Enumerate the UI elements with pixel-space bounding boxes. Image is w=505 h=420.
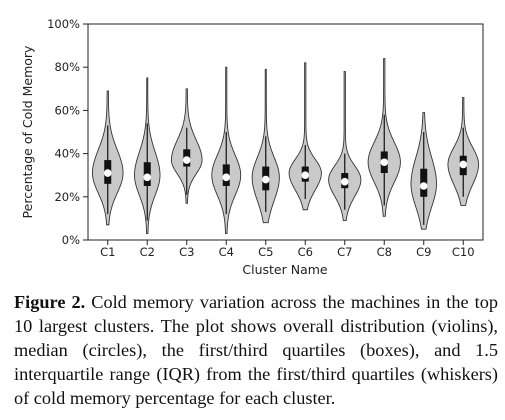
- median-marker: [182, 156, 191, 164]
- median-marker: [103, 169, 112, 177]
- figure-caption: Figure 2. Cold memory variation across t…: [14, 290, 498, 410]
- y-tick-label: 0%: [62, 233, 80, 247]
- plot-area: [87, 23, 484, 241]
- median-marker: [261, 175, 270, 184]
- y-tick-label: 40%: [54, 147, 80, 161]
- violin-chart: 0% 20% 40% 60% 80% 100% C1 C2 C3 C4 C5 C6 C7 C8 C9 C10…: [20, 17, 484, 277]
- y-tick-label: 20%: [54, 190, 80, 204]
- caption-text: Cold memory variation across the machine…: [14, 292, 498, 408]
- violin-c10: [447, 96, 479, 206]
- median-marker: [143, 173, 152, 182]
- violin-c1: [91, 90, 124, 226]
- x-tick-label: C1: [100, 245, 115, 259]
- x-tick-label: C3: [179, 245, 194, 259]
- x-tick-label: C9: [416, 245, 431, 259]
- violin-c3: [170, 88, 203, 204]
- x-axis: C1 C2 C3 C4 C5 C6 C7 C8 C9 C10: [100, 240, 475, 259]
- median-marker: [380, 158, 389, 167]
- y-tick-label: 80%: [54, 60, 80, 74]
- median-marker: [419, 182, 428, 190]
- plot-frame: [87, 23, 484, 241]
- violin-c2: [134, 77, 161, 234]
- violin-series: [91, 58, 479, 234]
- median-marker: [222, 173, 231, 182]
- median-marker: [301, 171, 310, 179]
- x-tick-label: C5: [258, 245, 273, 259]
- x-tick-label: C7: [337, 245, 352, 259]
- violin-body: [328, 71, 362, 222]
- violin-c4: [211, 66, 242, 234]
- median-marker: [340, 177, 349, 186]
- violin-c7: [328, 71, 362, 222]
- y-tick-label: 100%: [47, 17, 80, 31]
- y-tick-label: 60%: [54, 103, 80, 117]
- y-axis-label: Percentage of Cold Memory: [20, 45, 35, 219]
- violin-c6: [288, 62, 322, 211]
- caption-label: Figure 2.: [14, 292, 86, 312]
- median-marker: [459, 160, 468, 169]
- y-axis: 0% 20% 40% 60% 80% 100%: [47, 17, 88, 247]
- x-tick-label: C6: [298, 245, 313, 259]
- x-axis-label: Cluster Name: [242, 262, 328, 277]
- x-tick-label: C4: [219, 245, 234, 259]
- violin-body: [288, 62, 322, 211]
- violin-c5: [251, 68, 280, 224]
- x-tick-label: C8: [377, 245, 392, 259]
- x-tick-label: C2: [140, 245, 155, 259]
- x-tick-label: C10: [452, 245, 475, 259]
- violin-c8: [367, 58, 401, 217]
- violin-c9: [410, 112, 437, 230]
